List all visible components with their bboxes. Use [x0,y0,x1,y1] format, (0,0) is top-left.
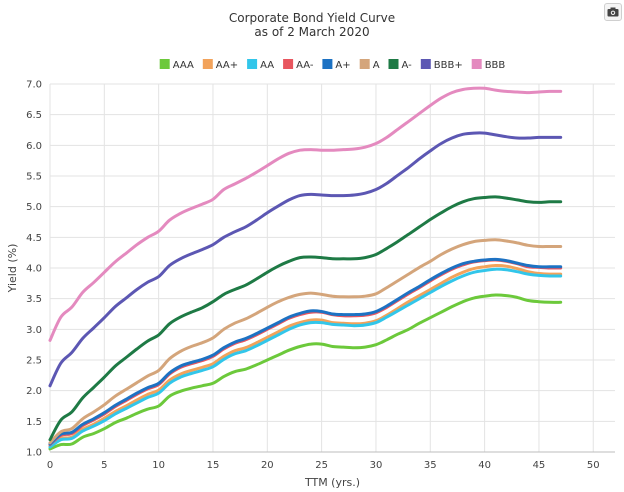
legend-item[interactable]: AA+ [202,59,238,71]
legend-item[interactable]: A- [388,59,413,71]
series-lines [48,86,563,451]
legend-swatch [420,59,431,69]
legend-swatch [322,59,333,69]
legend-swatch [202,59,213,69]
legend-item[interactable]: BBB+ [420,59,463,71]
legend: AAA AA+ AA AA- A+ A A- BBB+ BBB [159,59,506,71]
series-line-aa [48,267,563,449]
series-line-aa-plus [48,263,563,448]
series-line-a-minus [48,195,563,442]
legend-label: A [373,60,380,71]
y-tick-label: 6.0 [26,141,42,152]
x-tick-label: 35 [424,460,437,471]
camera-icon[interactable] [604,3,622,21]
chart-title: Corporate Bond Yield Curve [228,11,396,25]
legend-item[interactable]: AA [247,59,274,71]
x-tick-label: 30 [370,460,383,471]
legend-swatch [247,59,258,69]
x-axis-label: TTM (yrs.) [304,476,360,489]
y-tick-label: 7.0 [26,80,42,91]
legend-item[interactable]: A+ [322,59,351,71]
series-line-bbb-plus [48,131,563,388]
series-line-bbb [48,86,563,342]
legend-label: BBB+ [434,60,463,71]
legend-swatch [283,59,294,69]
legend-label: A+ [335,60,350,71]
legend-label: BBB [485,60,506,71]
legend-swatch [388,59,399,69]
x-tick-label: 40 [478,460,491,471]
y-tick-label: 2.5 [26,356,42,367]
series-line-aaa [48,293,563,451]
legend-label: AA+ [216,60,238,71]
legend-label: AAA [173,60,194,71]
x-tick-label: 20 [261,460,274,471]
y-tick-label: 6.5 [26,110,42,121]
series-line-a [48,238,563,445]
chart-subtitle: as of 2 March 2020 [254,25,370,39]
legend-item[interactable]: BBB [471,59,506,71]
y-tick-label: 3.5 [26,294,42,305]
y-tick-label: 5.0 [26,202,42,213]
legend-item[interactable]: AA- [283,59,314,71]
y-tick-label: 1.5 [26,417,42,428]
x-tick-label: 0 [47,460,53,471]
legend-swatch [471,59,482,69]
legend-item[interactable]: A [359,59,380,71]
x-tick-label: 25 [315,460,328,471]
legend-label: AA [260,60,274,71]
x-tick-label: 10 [152,460,165,471]
legend-label: AA- [296,60,314,71]
legend-swatch [159,59,170,69]
y-tick-label: 4.5 [26,233,42,244]
legend-label: A- [402,60,413,71]
x-tick-label: 45 [533,460,546,471]
legend-item[interactable]: AAA [159,59,194,71]
axes: 1.0 1.5 2.0 2.5 3.0 3.5 4.0 4.5 5.0 5.5 6.0 6.5 7.0 0… [6,80,615,489]
y-tick-label: 5.5 [26,172,42,183]
y-tick-label: 3.0 [26,325,42,336]
y-tick-label: 4.0 [26,264,42,275]
y-axis-label: Yield (%) [6,244,19,294]
y-tick-label: 1.0 [26,448,42,459]
y-tick-label: 2.0 [26,386,42,397]
legend-swatch [359,59,370,69]
x-tick-label: 50 [587,460,600,471]
series-line-a-plus [48,257,563,446]
x-tick-label: 5 [101,460,107,471]
x-tick-label: 15 [207,460,220,471]
